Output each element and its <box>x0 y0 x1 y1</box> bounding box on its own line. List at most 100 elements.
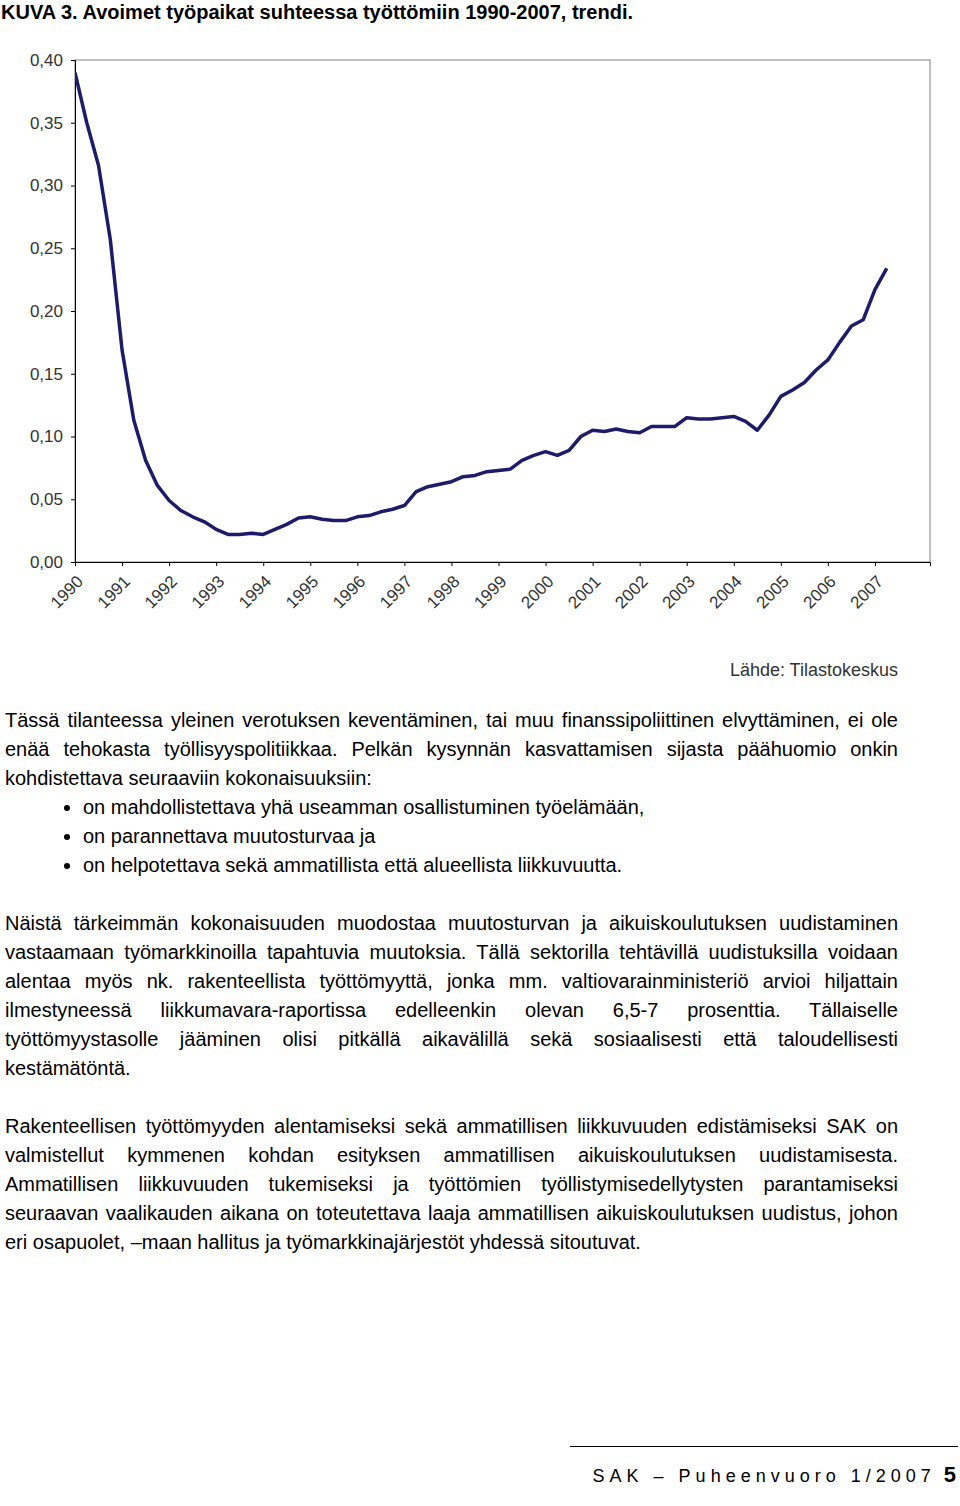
y-tick: 0,00 <box>30 553 75 572</box>
x-tick: 1994 <box>235 562 275 612</box>
x-tick-label: 1996 <box>329 572 369 612</box>
x-tick-mark <box>640 562 641 566</box>
x-tick: 2001 <box>564 562 604 612</box>
x-tick-label: 1993 <box>188 572 228 612</box>
x-tick: 2004 <box>706 562 746 612</box>
x-tick: 1996 <box>329 562 369 612</box>
y-tick-mark <box>71 311 75 312</box>
plot-frame <box>75 60 930 562</box>
y-tick-label: 0,20 <box>30 302 63 321</box>
x-axis: 1990199119921993199419951996199719981999… <box>47 562 931 612</box>
x-tick-label: 2007 <box>847 572 887 612</box>
chart: KUVA 3. Avoimet työpaikat suhteessa työt… <box>0 0 960 700</box>
x-tick: 1998 <box>423 562 463 612</box>
x-tick-mark <box>875 562 876 566</box>
y-tick: 0,15 <box>30 365 75 384</box>
x-tick-mark <box>169 562 170 566</box>
y-tick-mark <box>71 499 75 500</box>
y-tick: 0,25 <box>30 239 75 258</box>
y-tick-mark <box>71 374 75 375</box>
x-tick-mark <box>451 562 452 566</box>
y-tick-mark <box>71 248 75 249</box>
chart-source: Lähde: Tilastokeskus <box>730 660 898 680</box>
x-tick: 1999 <box>470 562 510 612</box>
y-tick-label: 0,35 <box>30 114 63 133</box>
footer: SAK – Puheenvuoro 1/2007 5 <box>593 1462 956 1488</box>
x-tick-mark <box>310 562 311 566</box>
x-tick-mark <box>75 562 76 566</box>
footer-rule <box>570 1446 958 1447</box>
y-tick-label: 0,30 <box>30 176 63 195</box>
x-tick-label: 1994 <box>235 572 275 612</box>
y-tick: 0,05 <box>30 490 75 509</box>
x-tick-label: 1992 <box>141 572 181 612</box>
plot-area <box>75 73 887 535</box>
y-tick: 0,30 <box>30 176 75 195</box>
x-tick: 2000 <box>517 562 557 612</box>
data-line <box>75 73 887 535</box>
x-tick-label: 2005 <box>753 572 793 612</box>
x-tick: 1991 <box>94 562 134 612</box>
y-tick-label: 0,05 <box>30 490 63 509</box>
x-tick-mark <box>499 562 500 566</box>
paragraph: Rakenteellisen työttömyyden alentamiseks… <box>5 1112 898 1257</box>
y-tick-mark <box>71 437 75 438</box>
x-tick-label: 2004 <box>706 572 746 612</box>
y-tick-label: 0,25 <box>30 239 63 258</box>
x-tick-mark <box>216 562 217 566</box>
x-tick: 2003 <box>659 562 699 612</box>
x-tick-mark <box>734 562 735 566</box>
x-tick: 2007 <box>847 562 887 612</box>
body-text: Tässä tilanteessa yleinen verotuksen kev… <box>5 706 898 1286</box>
x-tick-label: 1991 <box>94 572 134 612</box>
x-tick-mark <box>687 562 688 566</box>
x-tick: 2006 <box>800 562 840 612</box>
x-tick-mark <box>404 562 405 566</box>
y-tick-mark <box>71 123 75 124</box>
y-tick-label: 0,00 <box>30 553 63 572</box>
y-tick: 0,40 <box>30 51 75 70</box>
x-tick-mark <box>546 562 547 566</box>
x-tick-label: 1995 <box>282 572 322 612</box>
y-tick-mark <box>71 562 75 563</box>
x-tick-label: 1999 <box>470 572 510 612</box>
x-tick-label: 2000 <box>517 572 557 612</box>
x-tick-label: 1990 <box>47 572 87 612</box>
bullet-list: on mahdollistettava yhä useamman osallis… <box>5 793 898 880</box>
x-tick-mark <box>828 562 829 566</box>
x-tick-label: 1998 <box>423 572 463 612</box>
paragraph: Tässä tilanteessa yleinen verotuksen kev… <box>5 706 898 793</box>
x-tick: 1992 <box>141 562 181 612</box>
x-tick-mark <box>357 562 358 566</box>
x-axis-line <box>76 563 931 567</box>
y-tick-mark <box>71 186 75 187</box>
footer-publication: SAK – Puheenvuoro 1/2007 <box>593 1466 936 1486</box>
y-tick-label: 0,15 <box>30 365 63 384</box>
x-tick-mark <box>122 562 123 566</box>
page-number: 5 <box>944 1462 956 1487</box>
x-tick: 2002 <box>611 562 651 612</box>
y-tick-label: 0,10 <box>30 427 63 446</box>
y-tick: 0,10 <box>30 427 75 446</box>
x-tick-label: 1997 <box>376 572 416 612</box>
y-tick-mark <box>71 60 75 61</box>
x-tick-label: 2002 <box>611 572 651 612</box>
y-tick: 0,35 <box>30 114 75 133</box>
chart-title: KUVA 3. Avoimet työpaikat suhteessa työt… <box>1 1 633 23</box>
paragraph: Näistä tärkeimmän kokonaisuuden muodosta… <box>5 909 898 1083</box>
y-tick: 0,20 <box>30 302 75 321</box>
x-tick: 1990 <box>47 562 87 612</box>
bullet-item: on helpotettava sekä ammatillista että a… <box>83 851 898 880</box>
y-tick-label: 0,40 <box>30 51 63 70</box>
x-tick-mark <box>263 562 264 566</box>
y-axis-line <box>71 61 76 563</box>
x-tick: 1993 <box>188 562 228 612</box>
x-tick-label: 2001 <box>564 572 604 612</box>
x-tick-mark <box>781 562 782 566</box>
x-tick-label: 2006 <box>800 572 840 612</box>
bullet-item: on parannettava muutosturvaa ja <box>83 822 898 851</box>
y-axis: 0,00 0,05 0,10 0,15 0,20 0,25 0,30 0,35 0,40 <box>30 51 76 572</box>
x-tick: 1997 <box>376 562 416 612</box>
x-tick: 2005 <box>753 562 793 612</box>
x-tick-mark <box>593 562 594 566</box>
